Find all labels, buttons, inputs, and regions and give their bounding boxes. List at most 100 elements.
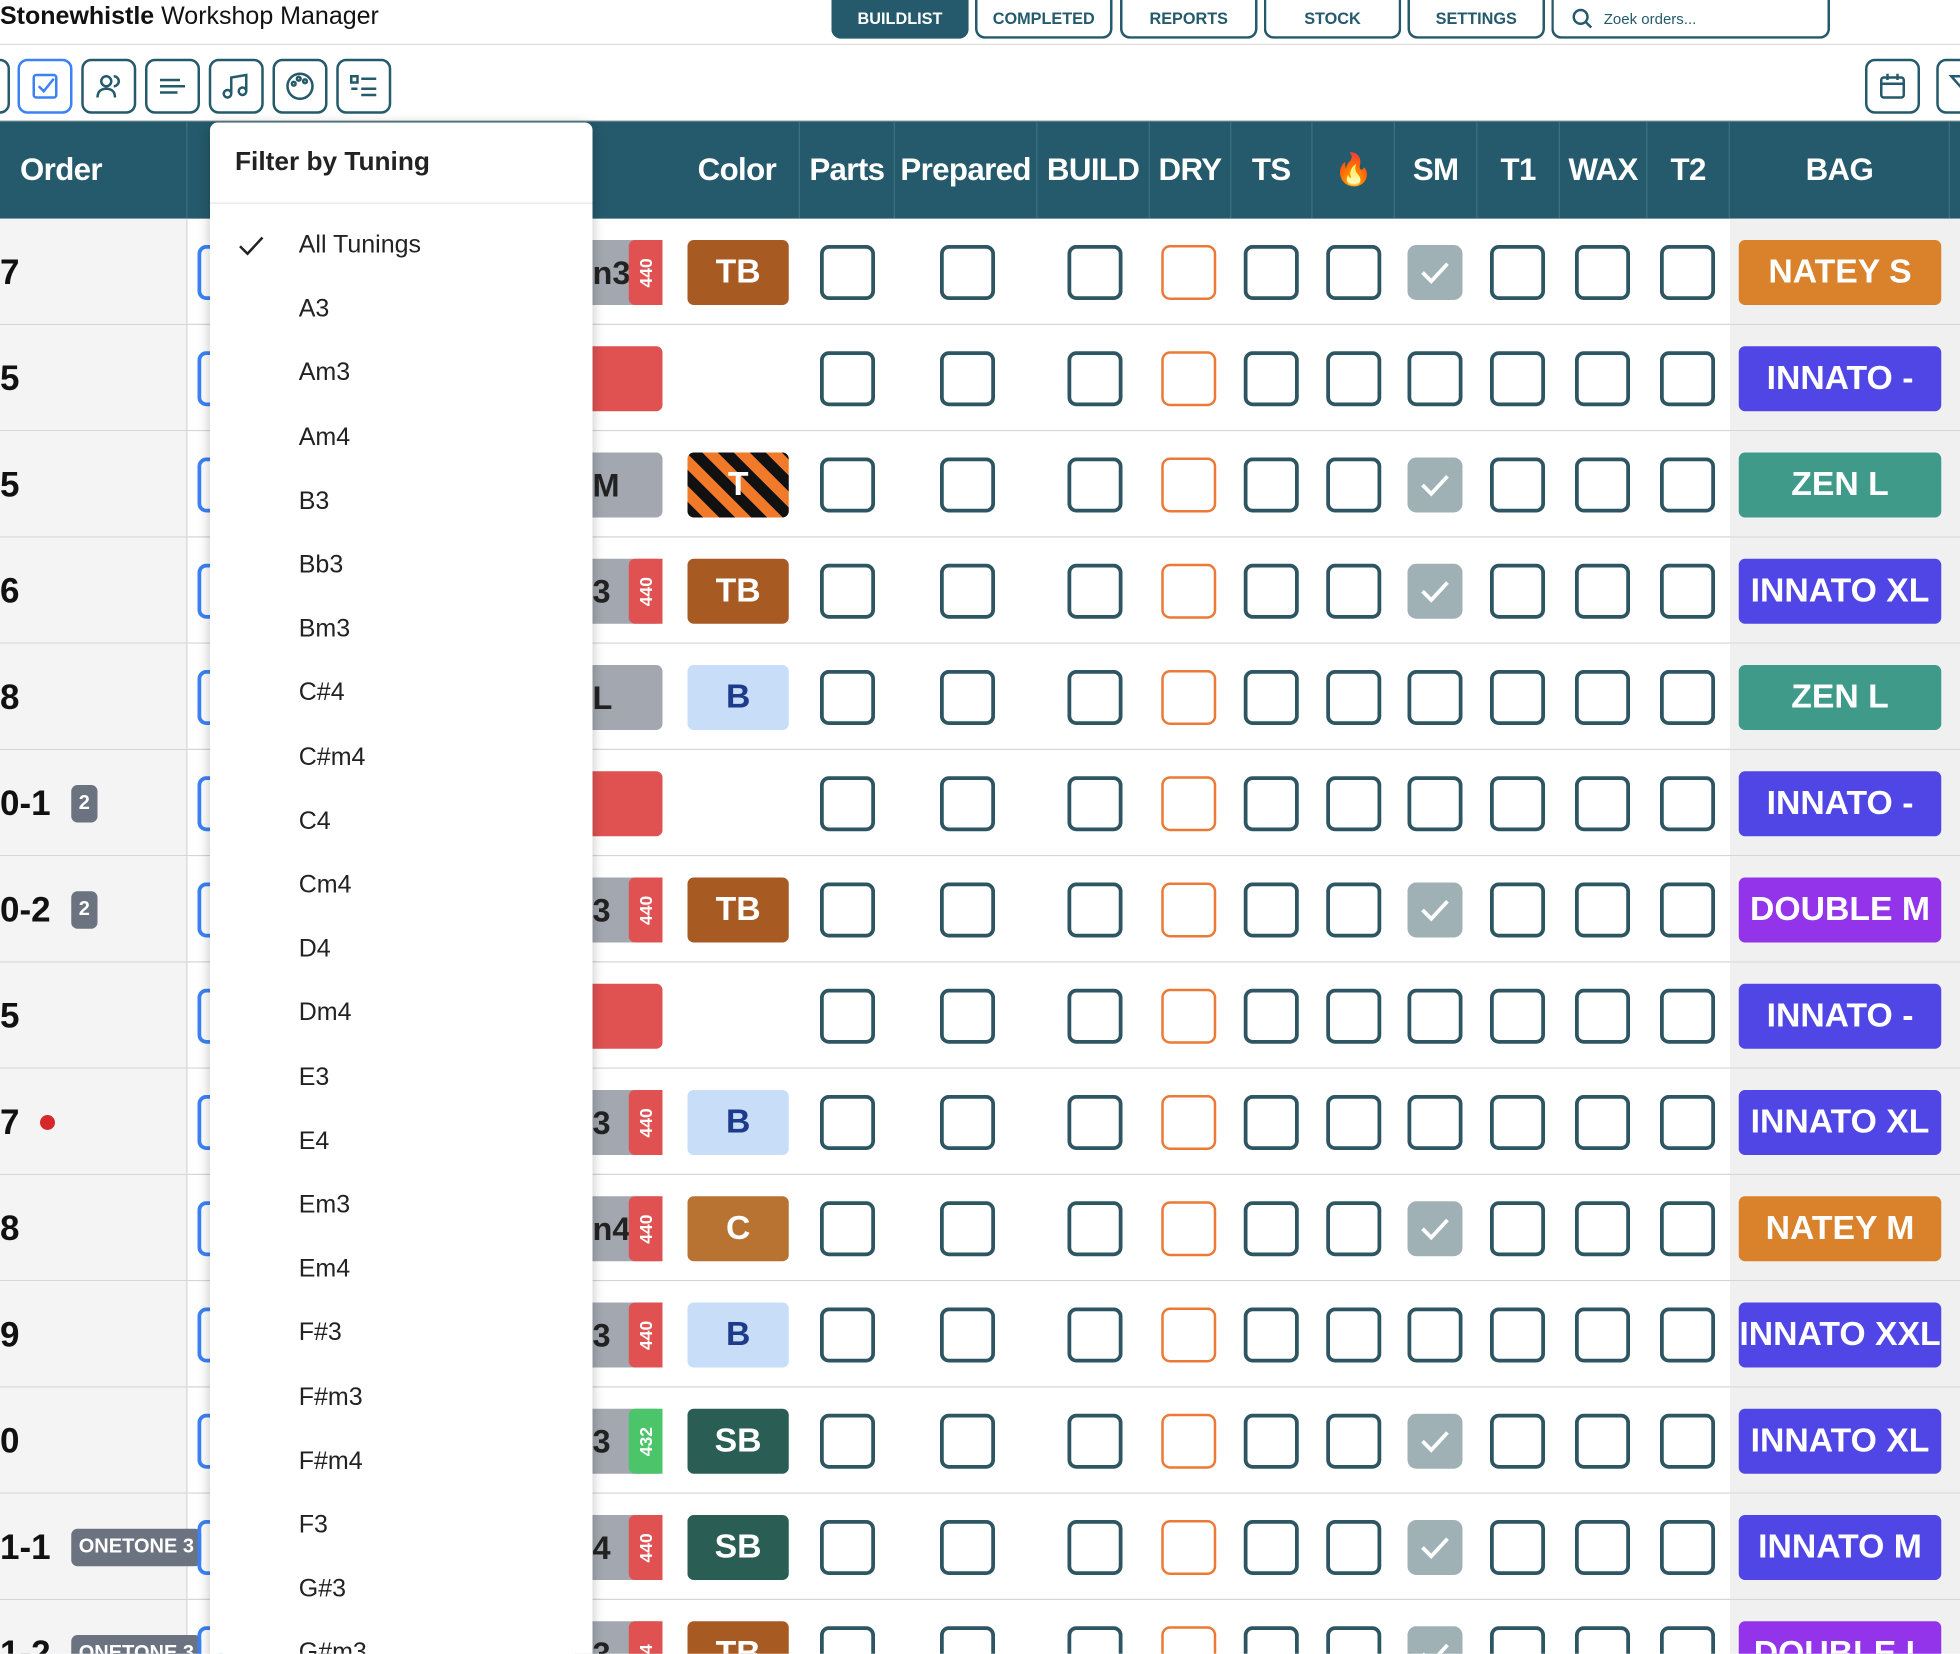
checkbox[interactable] bbox=[1067, 244, 1123, 300]
checkbox[interactable] bbox=[940, 456, 995, 512]
checkbox[interactable] bbox=[1490, 881, 1545, 937]
checkbox[interactable] bbox=[1490, 1519, 1545, 1575]
checkbox[interactable] bbox=[1243, 988, 1299, 1044]
checkbox[interactable] bbox=[1660, 563, 1715, 619]
checkbox[interactable] bbox=[820, 988, 875, 1044]
checkbox[interactable] bbox=[1161, 988, 1217, 1044]
checkbox[interactable] bbox=[1161, 1306, 1217, 1362]
checkbox[interactable] bbox=[820, 1200, 875, 1256]
checkbox[interactable] bbox=[1161, 775, 1217, 831]
checkbox[interactable] bbox=[1326, 456, 1382, 512]
toolbar-button[interactable] bbox=[1936, 58, 1960, 114]
checkbox[interactable] bbox=[820, 775, 875, 831]
checkbox[interactable] bbox=[1575, 350, 1630, 406]
checkbox[interactable] bbox=[1067, 1413, 1123, 1469]
checkbox[interactable] bbox=[1161, 1094, 1217, 1150]
checkbox[interactable] bbox=[1243, 244, 1299, 300]
nav-tab[interactable]: COMPLETED bbox=[975, 0, 1113, 39]
checkbox[interactable] bbox=[1326, 350, 1382, 406]
checkbox[interactable] bbox=[1660, 1625, 1715, 1654]
checkbox[interactable] bbox=[1067, 1094, 1123, 1150]
checkbox[interactable] bbox=[1243, 1625, 1299, 1654]
checkbox[interactable] bbox=[1660, 350, 1715, 406]
checkbox[interactable] bbox=[820, 244, 875, 300]
checkbox[interactable] bbox=[1660, 669, 1715, 725]
checkbox[interactable] bbox=[940, 1625, 995, 1654]
checkbox[interactable] bbox=[1243, 669, 1299, 725]
checkbox[interactable] bbox=[1490, 1200, 1545, 1256]
toolbar-button[interactable] bbox=[208, 58, 264, 114]
checkbox[interactable] bbox=[940, 1413, 995, 1469]
tuning-option[interactable]: C#m4 bbox=[298, 743, 366, 771]
checkbox[interactable] bbox=[940, 669, 995, 725]
tuning-option[interactable]: G#m3 bbox=[298, 1639, 367, 1654]
checkbox[interactable] bbox=[1161, 350, 1217, 406]
checkbox[interactable] bbox=[1326, 1306, 1382, 1362]
checkbox[interactable] bbox=[820, 563, 875, 619]
tuning-option[interactable]: Em3 bbox=[298, 1191, 351, 1219]
checkbox[interactable] bbox=[1243, 1094, 1299, 1150]
checkbox[interactable] bbox=[1161, 1625, 1217, 1654]
checkbox[interactable] bbox=[1407, 881, 1463, 937]
checkbox[interactable] bbox=[1161, 1519, 1217, 1575]
checkbox[interactable] bbox=[820, 1413, 875, 1469]
checkbox[interactable] bbox=[1575, 988, 1630, 1044]
toolbar-button[interactable] bbox=[0, 58, 10, 114]
checkbox[interactable] bbox=[1490, 563, 1545, 619]
checkbox[interactable] bbox=[1660, 1094, 1715, 1150]
checkbox[interactable] bbox=[1326, 1519, 1382, 1575]
checkbox[interactable] bbox=[820, 669, 875, 725]
checkbox[interactable] bbox=[1490, 1094, 1545, 1150]
checkbox[interactable] bbox=[1660, 988, 1715, 1044]
checkbox[interactable] bbox=[1067, 1625, 1123, 1654]
checkbox[interactable] bbox=[1067, 350, 1123, 406]
tuning-option[interactable]: F3 bbox=[298, 1511, 328, 1539]
tuning-option[interactable]: Dm4 bbox=[298, 999, 352, 1027]
tuning-option[interactable]: E4 bbox=[298, 1127, 330, 1155]
checkbox[interactable] bbox=[1161, 456, 1217, 512]
tuning-option[interactable]: G#3 bbox=[298, 1575, 347, 1603]
checkbox[interactable] bbox=[940, 563, 995, 619]
checkbox[interactable] bbox=[1490, 1625, 1545, 1654]
checkbox[interactable] bbox=[1407, 988, 1463, 1044]
nav-tab[interactable]: BUILDLIST bbox=[831, 0, 969, 39]
checkbox[interactable] bbox=[1067, 881, 1123, 937]
checkbox[interactable] bbox=[1660, 1200, 1715, 1256]
search-box[interactable]: Zoek orders... bbox=[1551, 0, 1830, 39]
checkbox[interactable] bbox=[1407, 1306, 1463, 1362]
checkbox[interactable] bbox=[1660, 1519, 1715, 1575]
checkbox[interactable] bbox=[1067, 669, 1123, 725]
checkbox[interactable] bbox=[1067, 1200, 1123, 1256]
checkbox[interactable] bbox=[1326, 988, 1382, 1044]
checkbox[interactable] bbox=[940, 1094, 995, 1150]
checkbox[interactable] bbox=[940, 350, 995, 406]
nav-tab[interactable]: STOCK bbox=[1263, 0, 1402, 39]
checkbox[interactable] bbox=[1326, 1625, 1382, 1654]
checkbox[interactable] bbox=[1243, 563, 1299, 619]
checkbox[interactable] bbox=[1407, 1094, 1463, 1150]
nav-tab[interactable]: REPORTS bbox=[1120, 0, 1258, 39]
checkbox[interactable] bbox=[1407, 563, 1463, 619]
checkbox[interactable] bbox=[1660, 775, 1715, 831]
toolbar-button[interactable] bbox=[17, 58, 73, 114]
checkbox[interactable] bbox=[940, 775, 995, 831]
checkbox[interactable] bbox=[1243, 350, 1299, 406]
checkbox[interactable] bbox=[1490, 775, 1545, 831]
tuning-option[interactable]: D4 bbox=[298, 935, 331, 963]
tuning-option[interactable]: C#4 bbox=[298, 679, 345, 707]
checkbox[interactable] bbox=[1067, 1519, 1123, 1575]
tuning-option[interactable]: F#m4 bbox=[298, 1447, 363, 1475]
checkbox[interactable] bbox=[1575, 1413, 1630, 1469]
checkbox[interactable] bbox=[1407, 1519, 1463, 1575]
checkbox[interactable] bbox=[940, 988, 995, 1044]
checkbox[interactable] bbox=[820, 1306, 875, 1362]
checkbox[interactable] bbox=[1660, 1306, 1715, 1362]
checkbox[interactable] bbox=[820, 456, 875, 512]
checkbox[interactable] bbox=[1067, 456, 1123, 512]
checkbox[interactable] bbox=[1326, 1094, 1382, 1150]
checkbox[interactable] bbox=[1490, 1306, 1545, 1362]
checkbox[interactable] bbox=[1161, 881, 1217, 937]
checkbox[interactable] bbox=[1575, 1094, 1630, 1150]
tuning-option[interactable]: Am4 bbox=[298, 423, 351, 451]
checkbox[interactable] bbox=[820, 881, 875, 937]
